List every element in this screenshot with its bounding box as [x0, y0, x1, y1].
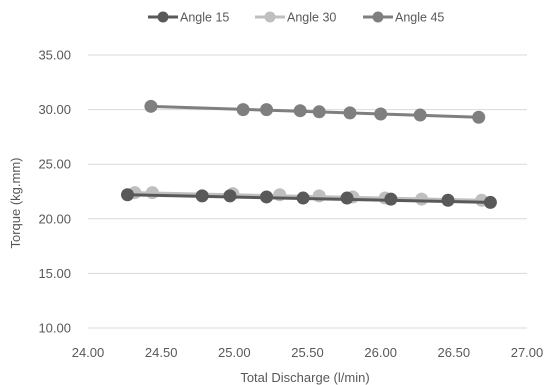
x-axis-ticks: 24.00 24.50 25.00 25.50 26.00 26.50 27.00	[72, 345, 544, 360]
data-point	[374, 107, 388, 121]
y-tick-label: 30.00	[38, 102, 71, 117]
data-point	[472, 110, 486, 124]
x-tick-label: 24.50	[145, 345, 178, 360]
series-angle-15	[121, 188, 497, 209]
series-layer	[121, 99, 497, 209]
data-point	[340, 191, 354, 205]
y-tick-label: 10.00	[38, 321, 71, 336]
y-axis-ticks: 10.00 15.00 20.00 25.00 30.00 35.00	[38, 48, 71, 336]
legend-label: Angle 45	[395, 11, 444, 25]
data-point	[145, 186, 159, 200]
data-point	[384, 192, 398, 206]
legend-marker	[157, 11, 169, 23]
data-point	[260, 103, 274, 117]
x-tick-label: 26.50	[438, 345, 471, 360]
gridlines	[88, 54, 527, 329]
y-tick-label: 35.00	[38, 48, 71, 63]
y-axis-title: Torque (kg.mm)	[8, 157, 23, 248]
y-tick-label: 25.00	[38, 157, 71, 172]
data-point	[441, 193, 455, 207]
data-point	[483, 195, 497, 209]
x-tick-label: 25.50	[291, 345, 324, 360]
legend-item: Angle 15	[148, 11, 229, 25]
data-point	[223, 189, 237, 203]
x-axis-title: Total Discharge (l/min)	[240, 370, 369, 385]
x-tick-label: 27.00	[511, 345, 544, 360]
legend-marker	[372, 11, 384, 23]
x-tick-label: 24.00	[72, 345, 105, 360]
data-point	[415, 192, 429, 206]
legend: Angle 15 Angle 30 Angle 45	[148, 11, 444, 25]
data-point	[312, 105, 326, 119]
x-tick-label: 26.00	[364, 345, 397, 360]
x-tick-label: 25.00	[218, 345, 251, 360]
data-point	[343, 106, 357, 120]
legend-marker	[264, 11, 276, 23]
y-tick-label: 20.00	[38, 211, 71, 226]
legend-item: Angle 30	[255, 11, 336, 25]
data-point	[413, 108, 427, 122]
data-point	[236, 103, 250, 117]
legend-label: Angle 15	[180, 11, 229, 25]
data-point	[195, 189, 209, 203]
y-tick-label: 15.00	[38, 266, 71, 281]
data-point	[293, 104, 307, 118]
data-point	[121, 188, 135, 202]
data-point	[144, 99, 158, 113]
legend-item: Angle 45	[363, 11, 444, 25]
data-point	[260, 190, 274, 204]
data-point	[296, 191, 310, 205]
series-angle-45	[144, 99, 486, 124]
legend-label: Angle 30	[287, 11, 336, 25]
data-point	[312, 189, 326, 203]
